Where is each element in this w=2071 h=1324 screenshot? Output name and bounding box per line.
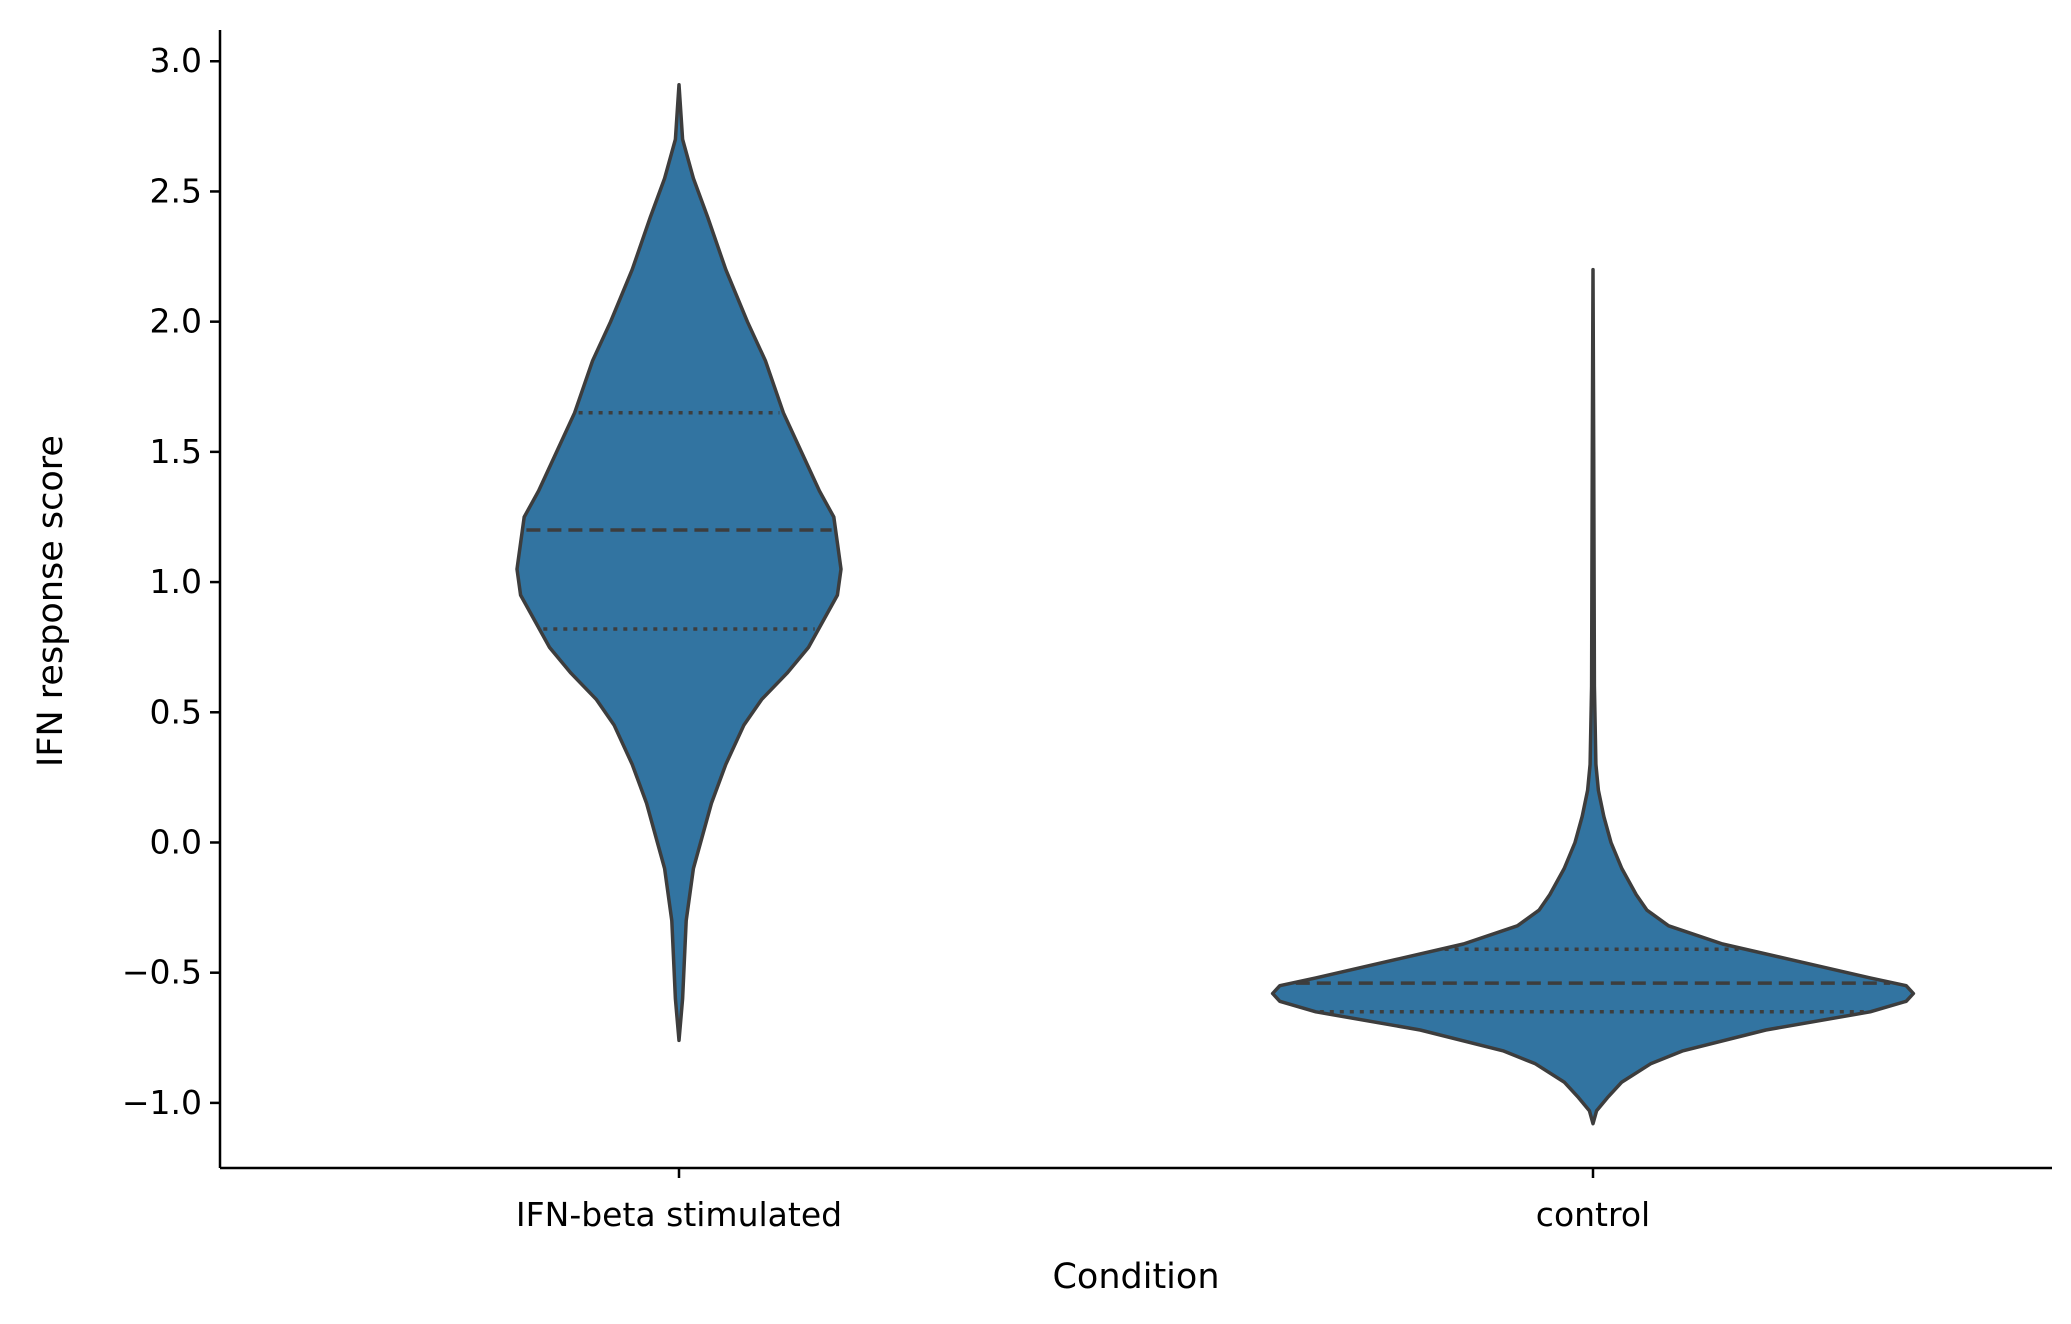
y-tick-label: 3.0	[150, 41, 202, 80]
violin-control	[1270, 267, 1916, 1126]
y-tick-label: 2.5	[150, 171, 202, 210]
violin-ifn-beta-stimulated	[515, 82, 843, 1043]
y-tick-label: −1.0	[122, 1083, 202, 1122]
y-tick-label: 1.0	[150, 562, 202, 601]
y-tick-label: 0.0	[150, 822, 202, 861]
plot-area	[515, 82, 1916, 1126]
x-axis: IFN-beta stimulated control	[220, 1166, 2052, 1234]
x-tick-label: control	[1536, 1195, 1650, 1234]
x-tick-label: IFN-beta stimulated	[516, 1195, 842, 1234]
y-tick-label: 2.0	[150, 302, 202, 341]
y-axis: −1.0 −0.5 0.0 0.5 1.0 1.5 2.0 2.5 3.0	[122, 30, 222, 1168]
y-tick-label: 0.5	[150, 692, 202, 731]
x-axis-label: Condition	[1052, 1257, 1219, 1297]
y-axis-label: IFN response score	[31, 435, 71, 767]
y-tick-label: 1.5	[150, 432, 202, 471]
y-tick-label: −0.5	[122, 953, 202, 992]
